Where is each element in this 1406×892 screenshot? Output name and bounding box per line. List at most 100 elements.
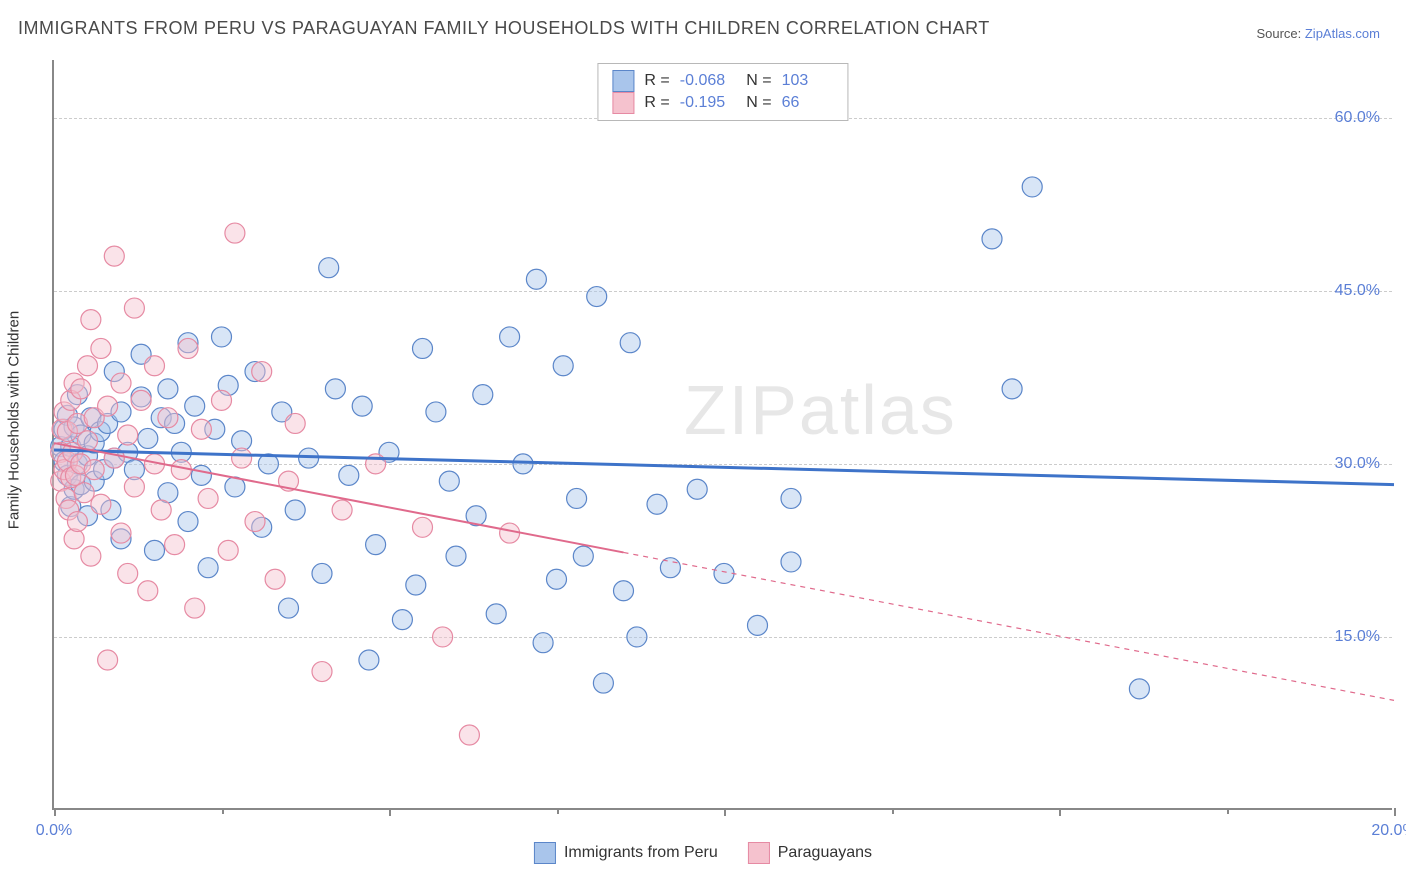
- x-minor-tick: [222, 808, 224, 814]
- data-point: [151, 500, 171, 520]
- x-tick: [389, 808, 391, 816]
- data-point: [178, 512, 198, 532]
- y-tick-label: 15.0%: [1335, 628, 1380, 646]
- y-axis-label: Family Households with Children: [6, 311, 23, 529]
- data-point: [593, 673, 613, 693]
- data-point: [332, 500, 352, 520]
- x-tick: [1394, 808, 1396, 816]
- data-point: [312, 563, 332, 583]
- data-point: [1002, 379, 1022, 399]
- legend-swatch-paraguay: [748, 842, 770, 864]
- x-tick-label: 20.0%: [1371, 822, 1406, 840]
- data-point: [366, 535, 386, 555]
- data-point: [118, 425, 138, 445]
- data-point: [185, 396, 205, 416]
- data-point: [84, 460, 104, 480]
- data-point: [81, 546, 101, 566]
- data-point: [1129, 679, 1149, 699]
- data-point: [104, 246, 124, 266]
- source-link[interactable]: ZipAtlas.com: [1305, 26, 1380, 41]
- data-point: [91, 338, 111, 358]
- data-point: [567, 488, 587, 508]
- data-point: [1022, 177, 1042, 197]
- data-point: [339, 465, 359, 485]
- data-point: [352, 396, 372, 416]
- data-point: [218, 540, 238, 560]
- data-point: [245, 512, 265, 532]
- data-point: [486, 604, 506, 624]
- data-point: [158, 408, 178, 428]
- data-point: [145, 356, 165, 376]
- trend-line: [54, 443, 624, 552]
- x-minor-tick: [1227, 808, 1229, 814]
- legend-label-peru: Immigrants from Peru: [564, 844, 718, 862]
- legend-swatch-peru: [534, 842, 556, 864]
- data-point: [191, 465, 211, 485]
- trend-line: [54, 450, 1394, 485]
- data-point: [459, 725, 479, 745]
- data-point: [185, 598, 205, 618]
- x-minor-tick: [557, 808, 559, 814]
- chart-title: IMMIGRANTS FROM PERU VS PARAGUAYAN FAMIL…: [18, 18, 990, 39]
- data-point: [191, 419, 211, 439]
- data-point: [500, 327, 520, 347]
- legend-item-peru: Immigrants from Peru: [534, 842, 718, 864]
- data-point: [138, 428, 158, 448]
- data-point: [145, 540, 165, 560]
- plot-area: ZIPatlas R = -0.068 N = 103 R = -0.195 N…: [52, 60, 1392, 810]
- data-point: [98, 650, 118, 670]
- data-point: [392, 610, 412, 630]
- data-point: [647, 494, 667, 514]
- data-point: [225, 223, 245, 243]
- data-point: [513, 454, 533, 474]
- data-point: [138, 581, 158, 601]
- data-point: [111, 373, 131, 393]
- x-tick-label: 0.0%: [36, 822, 72, 840]
- data-point: [500, 523, 520, 543]
- data-point: [620, 333, 640, 353]
- legend-item-paraguay: Paraguayans: [748, 842, 872, 864]
- data-point: [71, 379, 91, 399]
- data-point: [439, 471, 459, 491]
- data-point: [91, 494, 111, 514]
- y-tick-label: 30.0%: [1335, 455, 1380, 473]
- data-point: [74, 483, 94, 503]
- data-point: [118, 563, 138, 583]
- data-point: [198, 558, 218, 578]
- data-point: [81, 310, 101, 330]
- data-point: [178, 338, 198, 358]
- data-point: [406, 575, 426, 595]
- legend-label-paraguay: Paraguayans: [778, 844, 872, 862]
- data-point: [64, 529, 84, 549]
- data-point: [359, 650, 379, 670]
- data-point: [553, 356, 573, 376]
- data-point: [285, 413, 305, 433]
- x-tick: [1059, 808, 1061, 816]
- data-point: [614, 581, 634, 601]
- x-minor-tick: [892, 808, 894, 814]
- data-point: [165, 535, 185, 555]
- data-point: [325, 379, 345, 399]
- data-point: [433, 627, 453, 647]
- data-point: [781, 488, 801, 508]
- data-point: [627, 627, 647, 647]
- data-point: [573, 546, 593, 566]
- source-credit: Source: ZipAtlas.com: [1256, 26, 1380, 41]
- data-point: [526, 269, 546, 289]
- data-point: [413, 338, 433, 358]
- data-point: [473, 385, 493, 405]
- y-tick-label: 45.0%: [1335, 282, 1380, 300]
- y-tick-label: 60.0%: [1335, 109, 1380, 127]
- data-point: [279, 598, 299, 618]
- data-point: [67, 512, 87, 532]
- bottom-legend: Immigrants from Peru Paraguayans: [534, 842, 872, 864]
- data-point: [413, 517, 433, 537]
- trend-line-dashed: [624, 552, 1395, 700]
- data-point: [124, 298, 144, 318]
- data-point: [687, 479, 707, 499]
- data-point: [285, 500, 305, 520]
- data-point: [319, 258, 339, 278]
- data-point: [131, 390, 151, 410]
- data-point: [198, 488, 218, 508]
- x-tick: [724, 808, 726, 816]
